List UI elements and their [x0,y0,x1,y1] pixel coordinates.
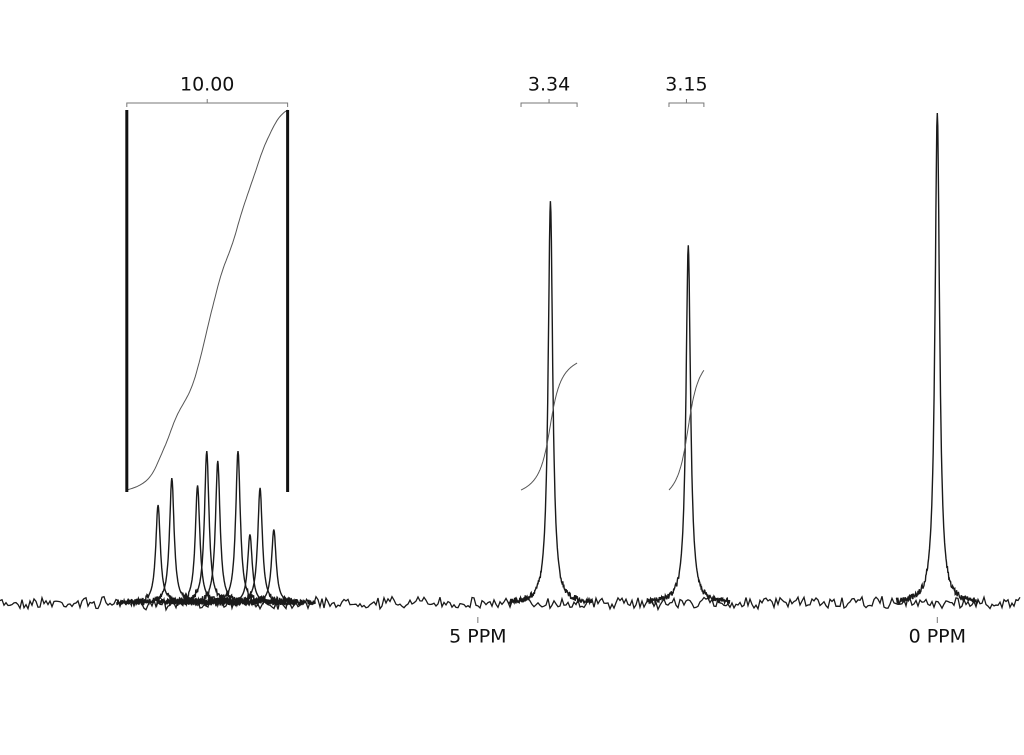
integral-curve [668,369,705,491]
integral-curve [126,109,288,491]
integral-label: 3.15 [665,74,707,96]
integral-bracket [126,99,289,107]
integral-label: 3.34 [528,74,570,96]
peak [646,245,731,606]
peak [895,112,980,606]
integral-label: 10.00 [180,74,234,96]
x-tick-label: 5 PPM [449,626,506,648]
x-tick-label: 0 PPM [909,626,966,648]
peak [232,529,316,608]
peak [129,477,214,608]
peak [218,487,303,608]
peak [196,451,281,608]
peak [116,504,201,608]
peak [508,201,593,606]
baseline-noise [0,594,1021,612]
integral-bracket [520,99,578,107]
integral-bracket [668,99,705,107]
integral-curve [520,362,578,491]
peak [175,460,260,607]
